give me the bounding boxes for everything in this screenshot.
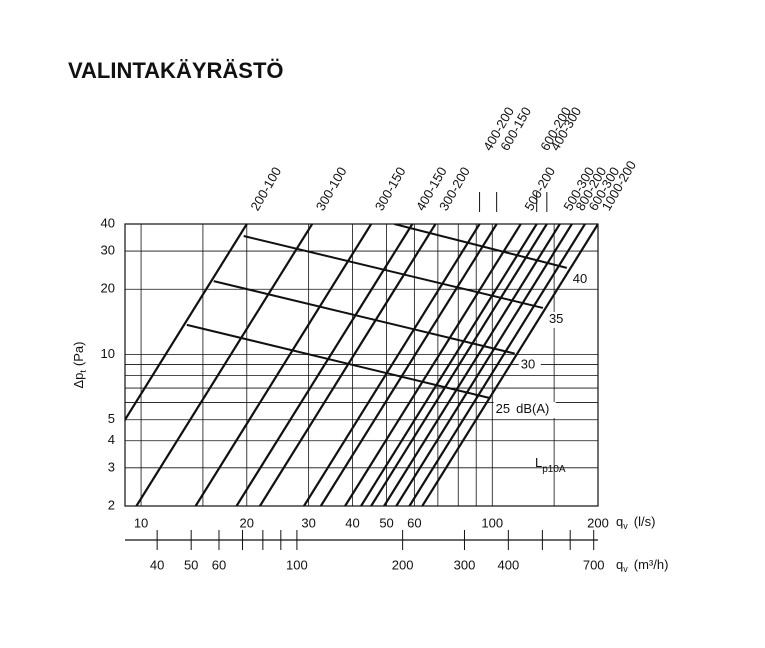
x2-tick-label: 200: [392, 557, 414, 572]
duct-line: [421, 224, 598, 506]
duct-line: [135, 224, 314, 506]
x-tick-label: 40: [345, 515, 359, 530]
duct-line: [408, 224, 586, 506]
duct-line: [319, 224, 498, 506]
x2-tick-label: 300: [454, 557, 476, 572]
noise-curve: [186, 323, 490, 399]
chart-title: VALINTAKÄYRÄSTÖ: [68, 58, 284, 83]
duct-line: [383, 224, 561, 506]
noise-curve-label: 35: [549, 311, 563, 326]
y-tick-label: 10: [101, 346, 115, 361]
noise-value: 40: [573, 271, 587, 286]
noise-label-main: L: [535, 455, 542, 470]
y-axis-label: Δpt (Pa): [71, 342, 88, 389]
series-label: 300-150: [372, 164, 409, 213]
y-label-sub: t: [78, 370, 88, 373]
duct-line: [344, 224, 522, 506]
noise-curve: [394, 224, 568, 269]
x-tick-label: 20: [240, 515, 254, 530]
duct-line: [303, 224, 481, 506]
noise-curve: [243, 235, 544, 309]
noise-label-bg: [570, 271, 593, 288]
x-tick-label: 200: [587, 515, 609, 530]
duct-line: [235, 224, 414, 506]
y-label-main: Δp: [71, 373, 86, 389]
noise-value: 35: [549, 311, 563, 326]
x2-tick-label: 40: [150, 557, 164, 572]
x-tick-label: 60: [407, 515, 421, 530]
y-tick-label: 4: [108, 432, 115, 447]
x-tick-label: 50: [379, 515, 393, 530]
x2-tick-label: 100: [286, 557, 308, 572]
duct-line: [395, 224, 573, 506]
x2-tick-label: 400: [497, 557, 519, 572]
duct-line: [259, 224, 437, 506]
duct-line: [370, 224, 548, 506]
x2-label-unit: (m³/h): [634, 557, 669, 572]
noise-curve-label: 25 dB(A): [496, 401, 550, 416]
duct-line: [125, 224, 248, 422]
x2-tick-label: 700: [583, 557, 605, 572]
noise-label-bg: [546, 311, 569, 328]
y-tick-label: 30: [101, 243, 115, 258]
x2-axis-label: qv (m³/h): [616, 557, 668, 574]
x-tick-label: 100: [481, 515, 503, 530]
y-tick-label: 5: [108, 411, 115, 426]
series-label: 300-100: [313, 164, 350, 213]
noise-curve-label: 30: [521, 357, 535, 372]
x-label-unit: (l/s): [634, 514, 656, 529]
duct-line: [194, 224, 373, 506]
x2-label-main: q: [616, 557, 623, 572]
noise-curve-label: 40: [573, 271, 587, 286]
noise-unit: dB(A): [516, 401, 549, 416]
noise-label-bg: [518, 357, 541, 374]
series-label: 200-100: [247, 164, 284, 213]
x-label-main: q: [616, 514, 623, 529]
noise-value: 25: [496, 401, 510, 416]
y-tick-label: 2: [108, 497, 115, 512]
noise-curve: [213, 280, 516, 355]
x2-tick-label: 50: [184, 557, 198, 572]
noise-value: 30: [521, 357, 535, 372]
series-label: 500-200: [521, 164, 558, 213]
y-tick-label: 3: [108, 459, 115, 474]
plot-area: [125, 224, 598, 506]
noise-label-bg: [493, 401, 556, 418]
y-tick-label: 40: [101, 215, 115, 230]
x-tick-label: 10: [134, 515, 148, 530]
x-axis-label: qv (l/s): [616, 514, 655, 531]
y-label-unit: (Pa): [71, 342, 86, 367]
x2-label-sub: v: [623, 564, 628, 574]
duct-line: [360, 224, 538, 506]
x-tick-label: 30: [301, 515, 315, 530]
y-tick-label: 20: [101, 281, 115, 296]
x2-tick-label: 60: [212, 557, 226, 572]
x-label-sub: v: [623, 521, 628, 531]
